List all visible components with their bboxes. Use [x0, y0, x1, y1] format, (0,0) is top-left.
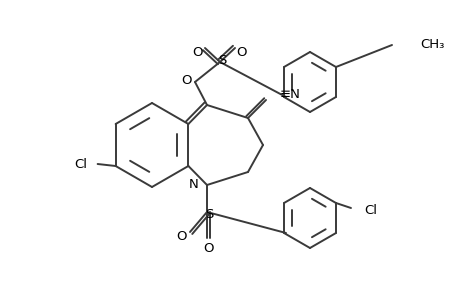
Text: O: O	[236, 46, 247, 59]
Text: S: S	[218, 53, 226, 67]
Text: Cl: Cl	[363, 205, 376, 218]
Text: O: O	[203, 242, 214, 254]
Text: Cl: Cl	[74, 158, 87, 170]
Text: ≡N: ≡N	[280, 88, 300, 101]
Text: O: O	[192, 46, 203, 59]
Text: N: N	[189, 178, 199, 191]
Text: O: O	[181, 74, 192, 86]
Text: CH₃: CH₃	[419, 38, 443, 52]
Text: O: O	[176, 230, 187, 242]
Text: S: S	[204, 208, 213, 220]
